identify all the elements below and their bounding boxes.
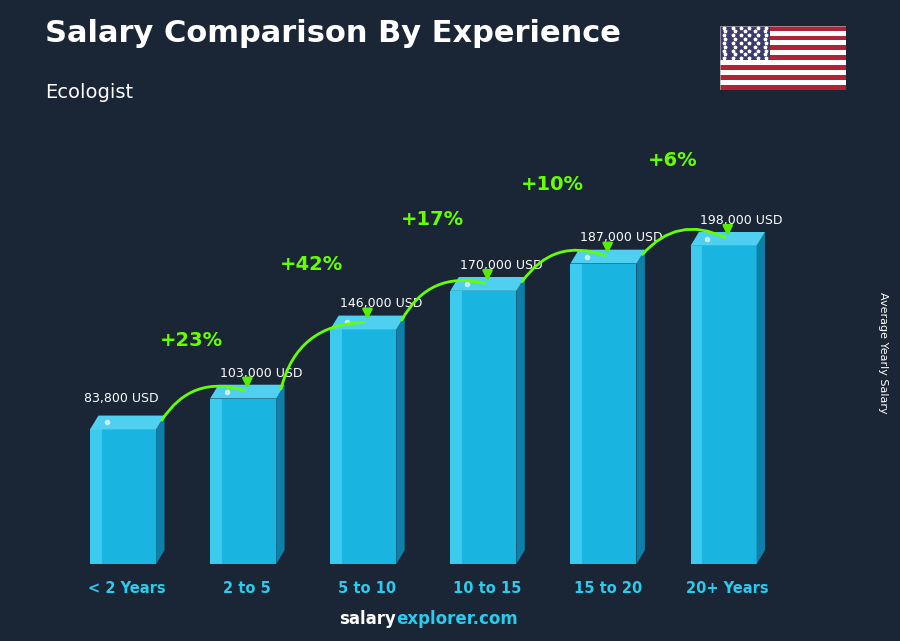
Bar: [720, 31, 846, 35]
Text: +42%: +42%: [280, 255, 344, 274]
Polygon shape: [571, 263, 582, 564]
Polygon shape: [90, 429, 102, 564]
Text: 198,000 USD: 198,000 USD: [700, 214, 783, 227]
Text: +17%: +17%: [400, 210, 464, 229]
Bar: [720, 80, 846, 85]
Text: Salary Comparison By Experience: Salary Comparison By Experience: [45, 19, 621, 48]
Text: 15 to 20: 15 to 20: [573, 581, 642, 596]
Text: Average Yearly Salary: Average Yearly Salary: [878, 292, 887, 413]
Polygon shape: [156, 415, 165, 564]
Polygon shape: [690, 232, 765, 246]
Bar: [720, 70, 846, 75]
Bar: [720, 26, 770, 60]
Bar: [720, 50, 846, 55]
Text: +10%: +10%: [520, 176, 583, 194]
Polygon shape: [690, 246, 702, 564]
Bar: [720, 55, 846, 60]
Bar: [720, 85, 846, 90]
Text: 170,000 USD: 170,000 USD: [460, 259, 543, 272]
Polygon shape: [450, 291, 463, 564]
Text: 20+ Years: 20+ Years: [687, 581, 769, 596]
Text: < 2 Years: < 2 Years: [88, 581, 166, 596]
Polygon shape: [636, 250, 645, 564]
Polygon shape: [571, 250, 645, 263]
Polygon shape: [396, 315, 405, 564]
Polygon shape: [330, 329, 342, 564]
Polygon shape: [450, 291, 517, 564]
Bar: [720, 65, 846, 70]
Text: 103,000 USD: 103,000 USD: [220, 367, 302, 379]
Polygon shape: [210, 399, 276, 564]
Polygon shape: [571, 263, 636, 564]
Bar: [720, 60, 846, 65]
Text: 5 to 10: 5 to 10: [338, 581, 397, 596]
Bar: [720, 75, 846, 80]
Polygon shape: [330, 329, 396, 564]
Polygon shape: [90, 429, 156, 564]
Text: Ecologist: Ecologist: [45, 83, 133, 103]
Text: salary: salary: [339, 610, 396, 628]
Text: 146,000 USD: 146,000 USD: [340, 297, 422, 310]
Polygon shape: [210, 385, 284, 399]
Text: +23%: +23%: [160, 331, 223, 350]
Bar: [720, 35, 846, 40]
Polygon shape: [210, 399, 222, 564]
Text: explorer.com: explorer.com: [396, 610, 518, 628]
Polygon shape: [450, 277, 525, 291]
Polygon shape: [690, 246, 757, 564]
Text: 2 to 5: 2 to 5: [223, 581, 271, 596]
Polygon shape: [330, 315, 405, 329]
Polygon shape: [90, 415, 165, 429]
Bar: [720, 46, 846, 50]
Text: +6%: +6%: [647, 151, 697, 170]
Text: 187,000 USD: 187,000 USD: [580, 231, 662, 244]
Text: 83,800 USD: 83,800 USD: [84, 392, 158, 405]
Text: 10 to 15: 10 to 15: [454, 581, 522, 596]
Bar: [720, 40, 846, 46]
Polygon shape: [276, 385, 284, 564]
Polygon shape: [517, 277, 525, 564]
Bar: [720, 26, 846, 31]
Polygon shape: [757, 232, 765, 564]
